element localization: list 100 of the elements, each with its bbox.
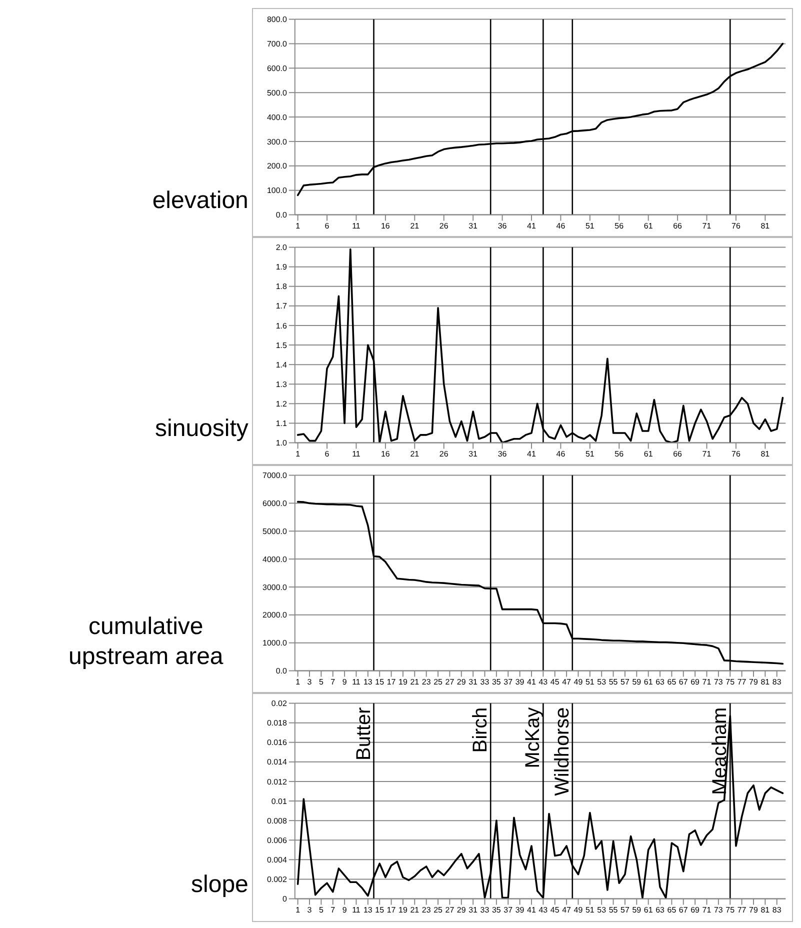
ref-line-label: Butter — [353, 706, 376, 760]
x-tick-label: 43 — [539, 905, 549, 914]
x-tick-label: 67 — [679, 677, 689, 686]
x-tick-label: 76 — [732, 221, 742, 230]
y-tick-label: 1.8 — [276, 282, 288, 292]
y-tick-label: 0.016 — [267, 738, 288, 748]
x-tick-label: 75 — [726, 905, 736, 914]
x-tick-label: 66 — [674, 449, 683, 458]
x-tick-label: 45 — [550, 905, 560, 914]
x-tick-label: 21 — [410, 905, 420, 914]
x-tick-label: 21 — [410, 449, 420, 458]
x-tick-label: 79 — [749, 677, 759, 686]
x-tick-label: 21 — [410, 221, 420, 230]
x-tick-label: 81 — [761, 221, 771, 230]
x-tick-label: 77 — [738, 677, 748, 686]
x-tick-label: 23 — [422, 677, 432, 686]
x-tick-label: 83 — [772, 905, 782, 914]
y-axis-title: sinuosity — [155, 414, 248, 444]
x-tick-label: 83 — [772, 677, 782, 686]
y-tick-label: 700.0 — [267, 40, 288, 49]
y-tick-label: 1000.0 — [262, 638, 288, 648]
x-tick-label: 53 — [598, 677, 607, 686]
x-tick-label: 26 — [440, 221, 450, 230]
x-tick-label: 31 — [469, 905, 478, 914]
x-tick-label: 23 — [422, 905, 432, 914]
x-tick-label: 41 — [527, 905, 537, 914]
x-tick-label: 49 — [574, 677, 584, 686]
x-tick-label: 61 — [644, 449, 654, 458]
y-tick-label: 2.0 — [276, 243, 288, 252]
y-tick-label: 400.0 — [267, 112, 288, 122]
x-tick-label: 21 — [410, 677, 420, 686]
x-tick-label: 61 — [644, 677, 654, 686]
x-tick-label: 56 — [615, 221, 625, 230]
x-tick-label: 3 — [308, 905, 313, 914]
y-tick-label: 1.9 — [276, 262, 288, 272]
x-tick-label: 73 — [714, 677, 724, 686]
y-tick-label: 0.02 — [272, 699, 288, 708]
x-tick-label: 56 — [615, 449, 625, 458]
x-tick-label: 69 — [691, 677, 700, 686]
x-tick-label: 17 — [387, 677, 397, 686]
x-tick-label: 11 — [352, 449, 362, 458]
x-tick-label: 81 — [761, 677, 771, 686]
y-tick-label: 0.0 — [276, 666, 288, 676]
x-tick-label: 47 — [562, 677, 572, 686]
x-tick-label: 67 — [679, 905, 689, 914]
y-tick-label: 0.006 — [267, 836, 288, 845]
x-tick-label: 15 — [376, 905, 385, 914]
x-tick-label: 51 — [586, 905, 596, 914]
x-tick-label: 27 — [446, 677, 456, 686]
x-tick-label: 36 — [498, 449, 508, 458]
x-tick-label: 5 — [319, 677, 324, 686]
y-tick-label: 100.0 — [267, 186, 288, 196]
x-tick-label: 19 — [398, 677, 408, 686]
x-tick-label: 77 — [738, 905, 748, 914]
x-tick-label: 26 — [440, 449, 450, 458]
x-tick-label: 71 — [702, 221, 712, 230]
x-tick-label: 6 — [325, 449, 330, 458]
x-tick-label: 11 — [352, 905, 362, 914]
x-tick-label: 63 — [656, 677, 666, 686]
y-tick-label: 0.002 — [267, 875, 288, 884]
x-tick-label: 31 — [469, 221, 478, 230]
x-tick-label: 59 — [632, 677, 642, 686]
x-tick-label: 51 — [586, 221, 596, 230]
x-tick-label: 49 — [574, 905, 584, 914]
y-tick-label: 600.0 — [267, 64, 288, 73]
x-tick-label: 27 — [446, 905, 456, 914]
x-tick-label: 9 — [342, 905, 348, 914]
x-tick-label: 1 — [296, 677, 301, 686]
x-tick-label: 55 — [609, 905, 619, 914]
y-tick-label: 0.0 — [276, 210, 288, 220]
x-tick-label: 6 — [325, 221, 330, 230]
y-tick-label: 7000.0 — [262, 471, 288, 480]
x-tick-label: 13 — [364, 905, 374, 914]
x-tick-label: 29 — [457, 677, 467, 686]
y-tick-label: 0.012 — [267, 777, 288, 786]
x-tick-label: 66 — [674, 221, 683, 230]
y-tick-label: 200.0 — [267, 162, 288, 171]
x-tick-label: 1 — [296, 905, 301, 914]
x-tick-label: 31 — [469, 449, 478, 458]
x-tick-label: 25 — [434, 905, 444, 914]
x-tick-label: 65 — [668, 905, 678, 914]
x-tick-label: 81 — [761, 449, 771, 458]
ref-line-label: Meacham — [710, 707, 732, 795]
x-tick-label: 36 — [498, 221, 508, 230]
x-tick-label: 41 — [527, 449, 537, 458]
x-tick-label: 13 — [364, 677, 374, 686]
x-tick-label: 16 — [381, 221, 391, 230]
x-tick-label: 71 — [702, 677, 712, 686]
y-axis-title: elevation — [152, 186, 248, 216]
y-axis-title: cumulative upstream area — [68, 612, 224, 672]
x-tick-label: 33 — [480, 677, 490, 686]
y-tick-label: 300.0 — [267, 137, 288, 146]
ref-line-label: Birch — [470, 707, 492, 753]
y-axis-title: slope — [191, 870, 248, 900]
x-tick-label: 3 — [308, 677, 313, 686]
x-tick-label: 37 — [504, 905, 514, 914]
x-tick-label: 71 — [702, 905, 712, 914]
y-tick-label: 500.0 — [267, 88, 288, 98]
y-tick-label: 1.2 — [276, 399, 288, 408]
x-tick-label: 55 — [609, 677, 619, 686]
